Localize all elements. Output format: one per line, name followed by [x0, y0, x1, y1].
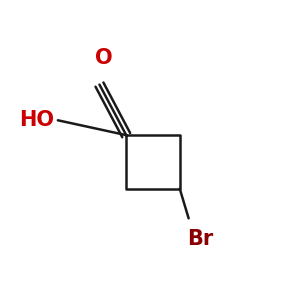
- Text: O: O: [95, 48, 113, 68]
- Text: HO: HO: [20, 110, 55, 130]
- Text: Br: Br: [188, 229, 214, 249]
